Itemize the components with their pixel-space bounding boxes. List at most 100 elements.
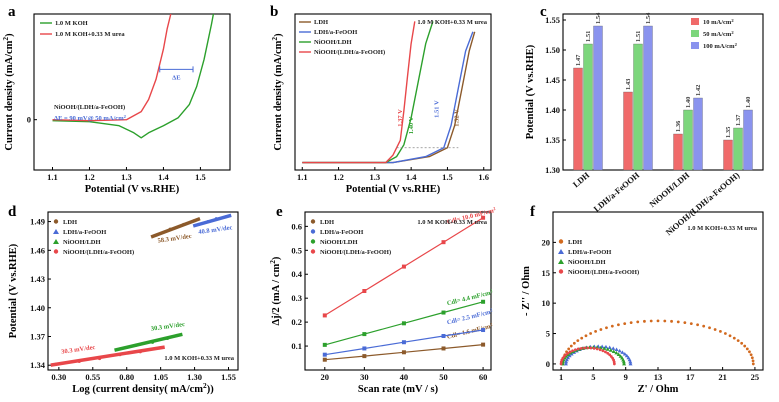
data-point (165, 336, 170, 340)
legend-item-1-marker (558, 249, 564, 254)
data-point (576, 339, 580, 343)
y-tick-label: 10 (542, 298, 551, 308)
data-point (362, 289, 367, 293)
legend-item-0-label: LDH (320, 219, 334, 226)
data-point (610, 324, 614, 328)
x-tick-label: 1.3 (121, 172, 132, 182)
panel-label: f (530, 204, 536, 220)
plot-frame (47, 211, 239, 371)
data-point (564, 353, 568, 357)
data-point (322, 352, 327, 357)
bar-value-label: 1.51 (585, 31, 592, 42)
bar (593, 25, 603, 171)
legend-item-0-label: LDH (314, 19, 328, 26)
bar (693, 97, 703, 171)
x-tick-label: 1.30 (187, 372, 202, 382)
data-point (620, 350, 625, 354)
data-point (362, 354, 367, 359)
data-point (745, 347, 749, 351)
data-point (616, 352, 621, 356)
legend-item-1-marker (53, 229, 59, 234)
data-point (605, 347, 610, 351)
y-tick-label: 0 (27, 115, 31, 125)
data-point (749, 353, 753, 357)
data-point (611, 346, 616, 350)
bar (723, 139, 733, 171)
bar (623, 91, 633, 171)
data-point (206, 219, 210, 224)
x-tick-label: 13 (654, 372, 663, 382)
x-tick-label: 60 (479, 372, 488, 382)
data-point (713, 328, 717, 331)
tafel-label-2: 30.3 mV/dec (150, 321, 185, 333)
data-point (624, 353, 629, 358)
series-line-3 (302, 21, 416, 164)
data-point (576, 347, 580, 351)
data-point (97, 356, 102, 361)
y-tick-label: 1.55 (545, 15, 560, 25)
data-point (708, 326, 711, 330)
legend-item-0-label: 1.0 M KOH (55, 20, 88, 27)
tafel-label-3: 30.3 mV/dec (61, 344, 96, 356)
y-tick-label: 0.1 (291, 341, 302, 351)
plot-frame (304, 211, 492, 371)
delta-label: ΔE (172, 74, 180, 81)
data-point (748, 350, 751, 354)
data-point (617, 348, 622, 353)
data-point (441, 346, 446, 351)
data-point (154, 233, 159, 237)
condition-label: 1.0 M KOH+0.33 M urea (687, 225, 757, 232)
y-tick-label: 1.40 (30, 303, 45, 313)
annotation-title: NiOOH/(LDH/a-FeOOH) (54, 104, 125, 111)
data-point (197, 222, 201, 227)
data-point (614, 347, 619, 352)
legend-item-3-label: NiOOH/(LDH/a-FeOOH) (320, 249, 391, 256)
data-point (481, 299, 486, 304)
x-tick-label: 50 (439, 372, 448, 382)
data-point (441, 334, 446, 339)
data-point (750, 356, 754, 360)
cdl-label-2: Cdl= 4.4 mF/cm2 (446, 288, 494, 308)
category-label: LDH/a-FeOOH (591, 170, 641, 214)
legend-item-1-marker (310, 229, 316, 234)
y-tick-label: 1.43 (30, 274, 45, 284)
data-point (629, 321, 633, 325)
fit-line-0 (150, 216, 201, 239)
data-point (401, 264, 406, 269)
data-point (589, 332, 593, 335)
data-point (157, 346, 161, 350)
y-tick-label: 1.40 (545, 105, 560, 115)
data-point (182, 222, 186, 227)
x-tick-label: 1.05 (153, 372, 168, 382)
y-tick-label: 1.50 (545, 45, 560, 55)
y-tick-label: 1.46 (30, 245, 45, 255)
y-axis-title: Current density (mA/cm2) (1, 33, 16, 151)
panel-d: 0.30 0.55 0.80 1.05 1.30 1.55 1.34 1.37 1.40 1.43… (8, 204, 239, 395)
legend-item-2-label: NiOOH/LDH (320, 239, 358, 246)
data-point (751, 362, 755, 366)
data-point (118, 353, 122, 357)
x-axis-title: Scan rate (mV / s) (358, 384, 439, 395)
data-point (564, 359, 569, 364)
data-point (168, 227, 172, 231)
legend-label-2: 100 mA/cm2 (703, 42, 738, 51)
y-tick-label: 0.5 (291, 245, 302, 255)
bar-value-label: 1.37 (735, 114, 742, 126)
x-tick-label: 1.6 (478, 172, 489, 182)
panel-label: c (540, 4, 547, 20)
legend-item-3-marker (558, 269, 564, 274)
y-axis-title: Potential (V vs.RHE) (525, 44, 536, 139)
x-tick-label: 25 (751, 372, 760, 382)
data-point (689, 322, 693, 326)
data-point (636, 320, 640, 324)
x-tick-label: 9 (624, 372, 628, 382)
data-point (401, 340, 406, 345)
data-point (617, 323, 620, 327)
y-axis-title: Current density (mA/cm2) (270, 33, 285, 151)
data-point (611, 349, 616, 353)
data-point (601, 349, 605, 353)
onset-label-0: 1.37 V (397, 109, 404, 127)
data-point (586, 346, 590, 350)
data-point (563, 361, 568, 366)
